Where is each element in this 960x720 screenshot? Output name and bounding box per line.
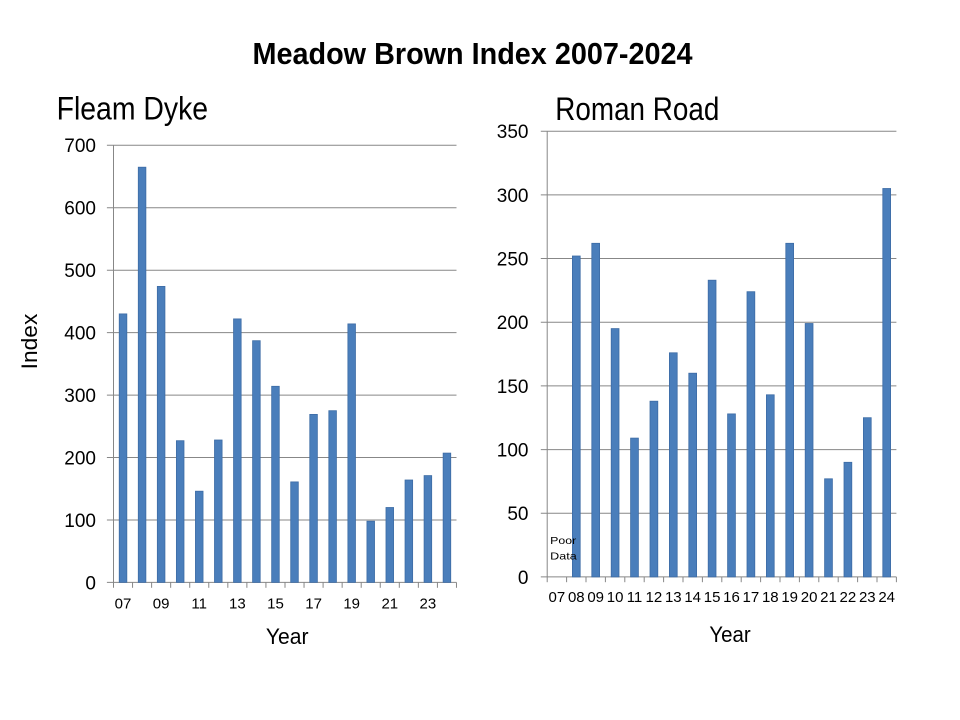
svg-text:15: 15 xyxy=(704,589,721,606)
svg-text:12: 12 xyxy=(646,589,663,606)
svg-text:24: 24 xyxy=(878,589,895,606)
svg-text:07: 07 xyxy=(549,589,566,606)
svg-text:Index: Index xyxy=(17,314,42,370)
svg-text:0: 0 xyxy=(85,573,96,594)
svg-text:Year: Year xyxy=(709,622,750,647)
svg-text:Data: Data xyxy=(550,550,577,562)
svg-text:17: 17 xyxy=(305,596,322,613)
svg-text:13: 13 xyxy=(665,589,682,606)
svg-text:19: 19 xyxy=(343,596,360,613)
svg-text:21: 21 xyxy=(820,589,837,606)
svg-text:100: 100 xyxy=(497,441,529,462)
svg-text:07: 07 xyxy=(115,596,132,613)
svg-text:250: 250 xyxy=(497,249,529,270)
svg-text:400: 400 xyxy=(64,324,96,345)
svg-text:50: 50 xyxy=(507,504,528,525)
svg-text:Fleam Dyke: Fleam Dyke xyxy=(57,90,209,126)
svg-text:Year: Year xyxy=(266,624,309,649)
svg-text:18: 18 xyxy=(762,589,779,606)
svg-text:Poor: Poor xyxy=(550,535,577,547)
svg-text:Meadow Brown Index 2007-2024: Meadow Brown Index 2007-2024 xyxy=(253,36,694,71)
svg-text:14: 14 xyxy=(684,589,701,606)
svg-text:Roman Road: Roman Road xyxy=(555,91,719,127)
svg-text:200: 200 xyxy=(497,313,529,334)
svg-text:100: 100 xyxy=(64,511,96,532)
svg-text:17: 17 xyxy=(743,589,760,606)
svg-text:08: 08 xyxy=(568,589,585,606)
svg-text:300: 300 xyxy=(497,186,529,207)
svg-text:13: 13 xyxy=(229,596,246,613)
svg-text:11: 11 xyxy=(191,596,207,613)
svg-text:20: 20 xyxy=(801,589,818,606)
svg-text:300: 300 xyxy=(64,386,96,407)
svg-text:600: 600 xyxy=(64,199,96,220)
svg-text:19: 19 xyxy=(781,589,798,606)
svg-text:150: 150 xyxy=(497,377,529,398)
svg-text:500: 500 xyxy=(64,261,96,282)
svg-text:23: 23 xyxy=(859,589,876,606)
svg-text:15: 15 xyxy=(267,596,284,613)
svg-text:10: 10 xyxy=(607,589,624,606)
svg-text:23: 23 xyxy=(420,596,437,613)
svg-text:09: 09 xyxy=(587,589,604,606)
svg-text:09: 09 xyxy=(153,596,170,613)
svg-text:700: 700 xyxy=(64,136,96,157)
svg-text:11: 11 xyxy=(627,589,643,606)
svg-text:16: 16 xyxy=(723,589,740,606)
svg-text:22: 22 xyxy=(840,589,857,606)
svg-text:350: 350 xyxy=(497,122,529,143)
svg-text:0: 0 xyxy=(518,568,529,589)
svg-text:21: 21 xyxy=(381,596,398,613)
svg-text:200: 200 xyxy=(64,448,96,469)
